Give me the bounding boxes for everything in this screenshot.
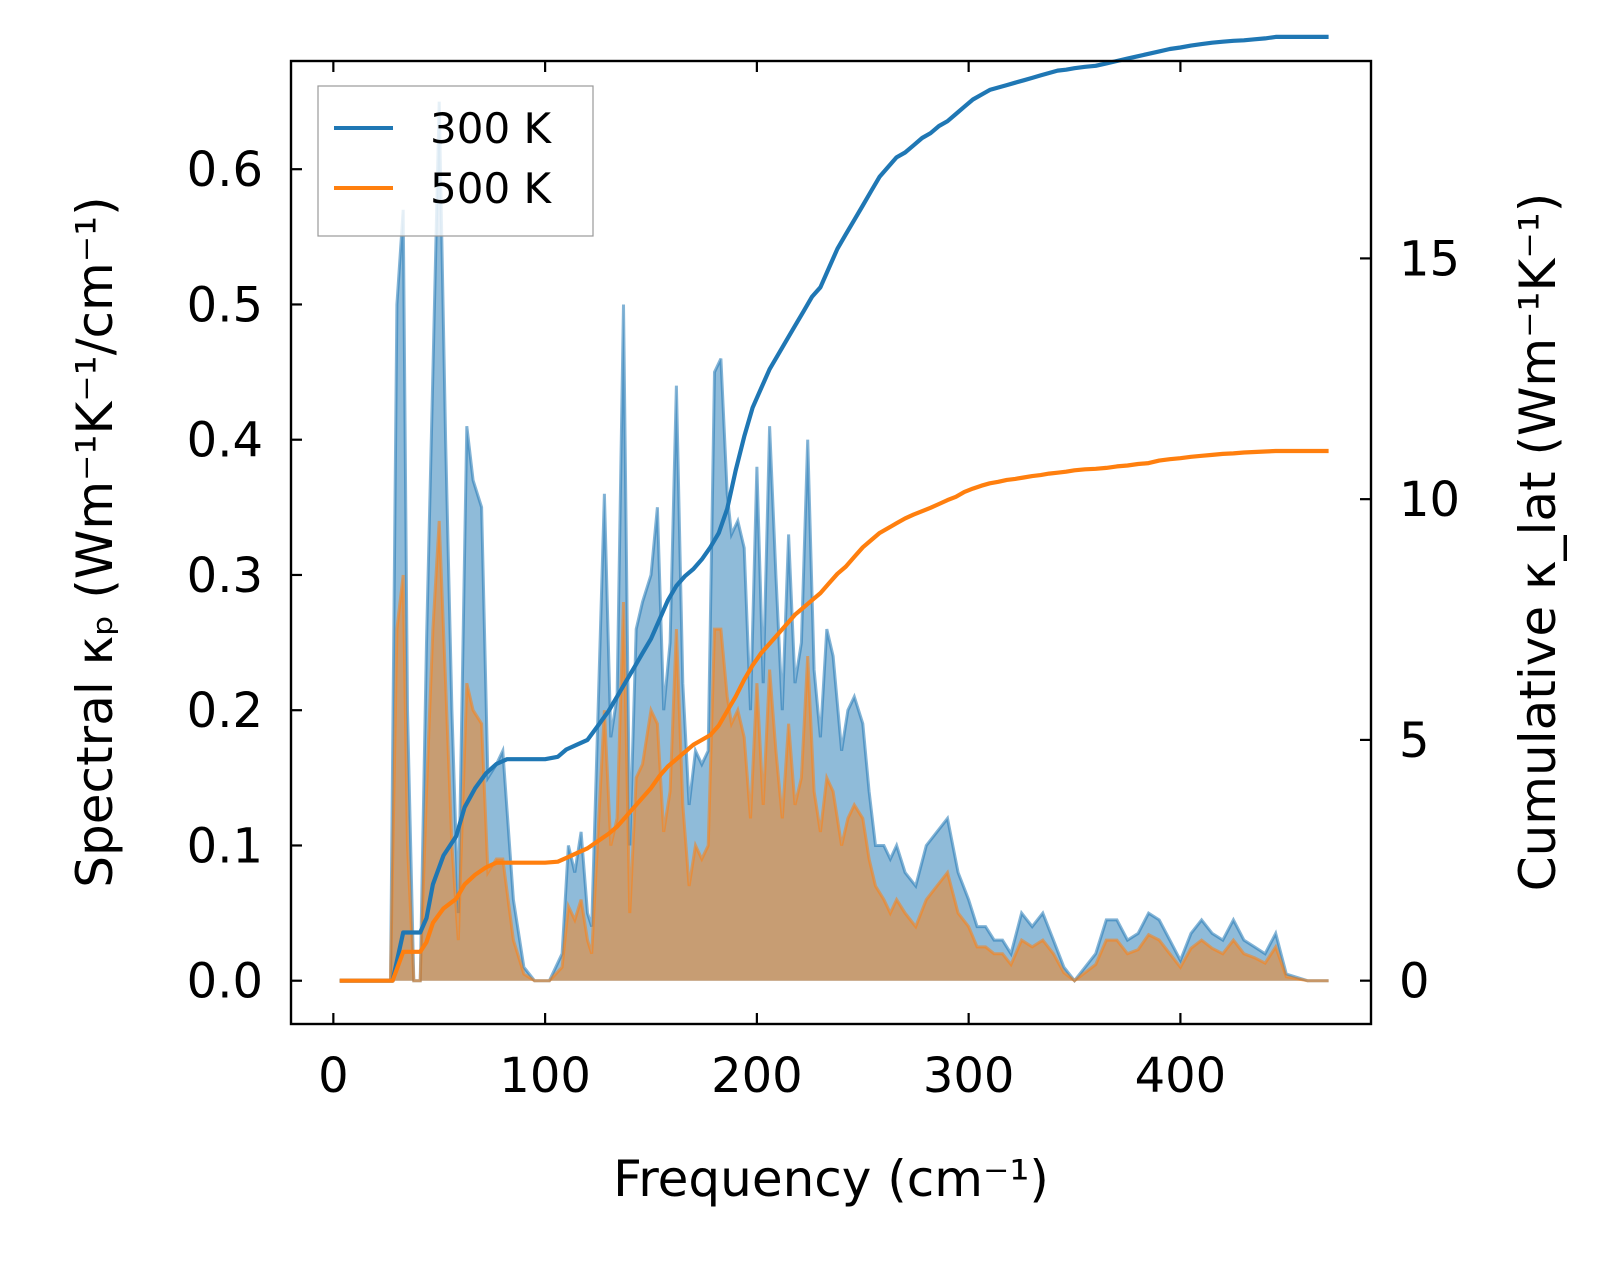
legend-label-500k: 500 K (430, 164, 553, 213)
y-left-tick-label: 0.5 (187, 277, 263, 333)
y-right-tick-label: 10 (1399, 472, 1460, 528)
y-left-tick-label: 0.0 (187, 954, 263, 1010)
spectral-line-300k (339, 101, 1329, 984)
y-left-tick-label: 0.6 (187, 142, 263, 198)
y-right-axis-title: Cumulative κ_lat (Wm⁻¹K⁻¹) (1509, 193, 1567, 892)
legend: 300 K 500 K (317, 85, 594, 237)
x-tick-label: 300 (923, 1048, 1015, 1104)
spectral-line-500k (339, 520, 1329, 983)
y-right-axis-ticks: 0 5 10 15 (1360, 231, 1460, 1010)
y-right-tick-label: 5 (1399, 713, 1430, 769)
cumulative-line-500k (339, 448, 1329, 983)
spectral-lines (339, 101, 1329, 984)
y-left-tick-label: 0.1 (187, 818, 263, 874)
legend-box (317, 85, 594, 237)
y-right-tick-label: 0 (1399, 954, 1430, 1010)
spectral-fill-500k (339, 520, 1329, 981)
x-axis-title: Frequency (cm⁻¹) (613, 1150, 1049, 1208)
y-left-tick-label: 0.3 (187, 548, 263, 604)
y-left-tick-label: 0.4 (187, 413, 263, 469)
y-left-axis-ticks: 0.0 0.1 0.2 0.3 0.4 0.5 0.6 (187, 142, 302, 1010)
plot-frame (289, 59, 1373, 1026)
y-left-tick-label: 0.2 (187, 683, 263, 739)
y-right-tick-label: 15 (1399, 231, 1460, 287)
y-left-axis-title: Spectral κₚ (Wm⁻¹K⁻¹/cm⁻¹) (66, 196, 124, 887)
x-tick-label: 200 (711, 1048, 803, 1104)
x-tick-label: 0 (318, 1048, 349, 1104)
legend-label-300k: 300 K (430, 104, 553, 153)
x-tick-label: 400 (1135, 1048, 1227, 1104)
x-tick-label: 100 (499, 1048, 591, 1104)
cumulative-line-300k (339, 34, 1329, 983)
cumulative-lines (339, 34, 1329, 983)
x-axis-ticks: 0 100 200 300 400 (318, 61, 1226, 1104)
